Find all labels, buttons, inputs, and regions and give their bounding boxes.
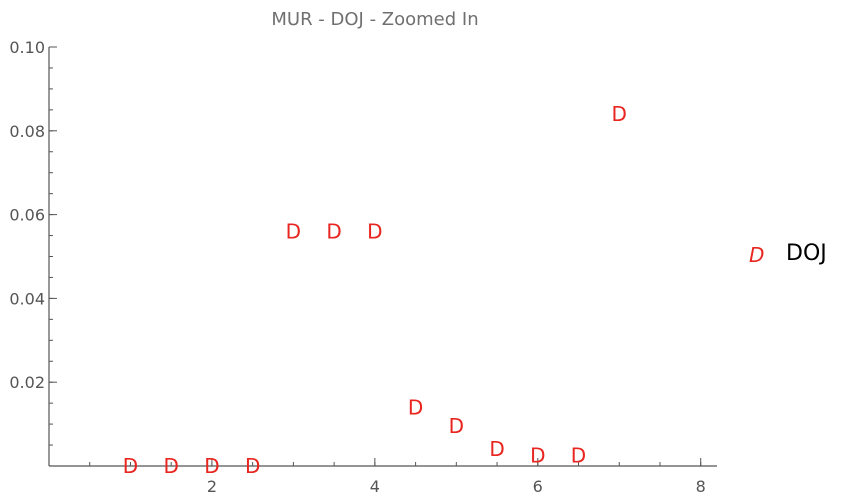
y-tick-label: 0.06	[9, 206, 45, 225]
data-point: D	[204, 454, 219, 478]
y-tick-label: 0.02	[9, 373, 45, 392]
x-tick-label: 6	[533, 477, 543, 496]
data-point: D	[489, 437, 504, 461]
data-point: D	[612, 102, 627, 126]
legend-marker: D	[749, 243, 764, 267]
x-tick-label: 8	[696, 477, 706, 496]
data-point: D	[326, 219, 341, 243]
legend-label: DOJ	[786, 241, 827, 266]
chart-title: MUR - DOJ - Zoomed In	[271, 9, 478, 30]
x-tick-label: 4	[370, 477, 380, 496]
y-tick-label: 0.08	[9, 122, 45, 141]
data-point: D	[571, 444, 586, 468]
data-point: D	[286, 219, 301, 243]
y-axis-ticks: 0.02 0.04 0.06 0.08 0.10	[9, 38, 57, 446]
y-tick-label: 0.04	[9, 289, 45, 308]
data-points: D D D D D D D D D D D D D	[123, 102, 627, 478]
data-point: D	[163, 454, 178, 478]
data-point: D	[449, 414, 464, 438]
x-axis-ticks: 2 4 6 8	[89, 458, 706, 496]
data-point: D	[245, 454, 260, 478]
x-tick-label: 2	[207, 477, 217, 496]
data-point: D	[367, 219, 382, 243]
legend: D DOJ	[749, 241, 827, 267]
data-point: D	[530, 444, 545, 468]
data-point: D	[408, 395, 423, 419]
y-tick-label: 0.10	[9, 38, 45, 57]
data-point: D	[123, 454, 138, 478]
